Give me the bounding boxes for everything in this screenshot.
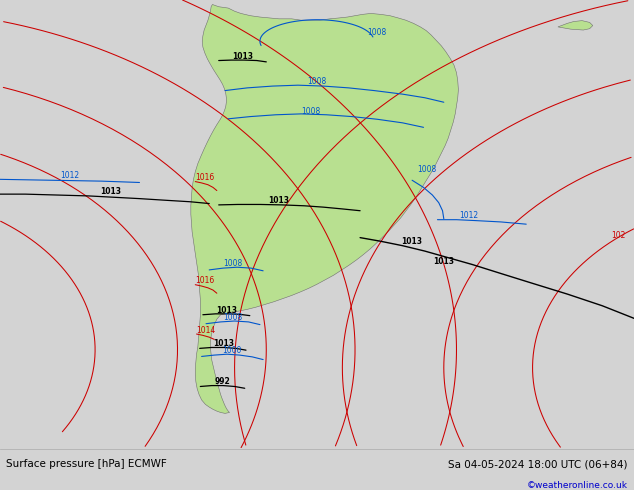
Text: 1012: 1012: [460, 211, 479, 220]
Text: 1008: 1008: [224, 314, 243, 322]
Text: 102: 102: [611, 231, 625, 240]
Text: 1013: 1013: [401, 237, 423, 245]
Text: Sa 04-05-2024 18:00 UTC (06+84): Sa 04-05-2024 18:00 UTC (06+84): [448, 459, 628, 469]
Text: 1008: 1008: [368, 28, 387, 37]
Text: 1013: 1013: [433, 257, 455, 267]
Text: 1013: 1013: [231, 51, 253, 61]
Text: 1012: 1012: [60, 171, 79, 180]
Text: 1000: 1000: [222, 346, 241, 355]
Text: 1013: 1013: [100, 187, 122, 196]
Polygon shape: [558, 21, 593, 30]
Text: 1008: 1008: [301, 107, 320, 116]
Text: 1008: 1008: [417, 165, 436, 174]
Text: Surface pressure [hPa] ECMWF: Surface pressure [hPa] ECMWF: [6, 459, 167, 469]
Text: ©weatheronline.co.uk: ©weatheronline.co.uk: [527, 481, 628, 490]
Text: 992: 992: [215, 377, 230, 387]
Text: 1008: 1008: [224, 259, 243, 268]
Text: 1008: 1008: [307, 77, 327, 86]
Polygon shape: [191, 4, 458, 414]
Text: 1016: 1016: [195, 276, 214, 285]
Text: 1014: 1014: [196, 326, 215, 335]
Text: 1013: 1013: [216, 306, 238, 315]
Text: 1013: 1013: [268, 196, 290, 205]
Text: 1013: 1013: [213, 340, 235, 348]
Text: 1016: 1016: [195, 173, 214, 182]
